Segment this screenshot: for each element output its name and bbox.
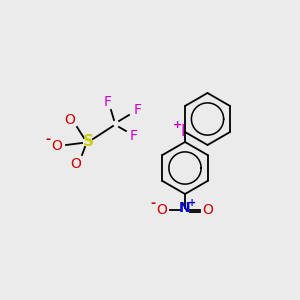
Text: +: + — [188, 198, 196, 208]
Text: O: O — [70, 157, 81, 171]
Text: F: F — [134, 103, 142, 117]
Text: O: O — [157, 203, 167, 217]
Text: N: N — [179, 201, 191, 215]
Text: I: I — [181, 124, 185, 140]
Text: O: O — [52, 139, 62, 153]
Text: -: - — [45, 133, 51, 146]
Text: F: F — [104, 95, 112, 109]
Text: +: + — [172, 120, 182, 130]
Text: O: O — [202, 203, 213, 217]
Text: F: F — [130, 129, 138, 143]
Text: O: O — [64, 113, 75, 127]
Text: -: - — [150, 197, 156, 211]
Text: S: S — [82, 134, 94, 149]
